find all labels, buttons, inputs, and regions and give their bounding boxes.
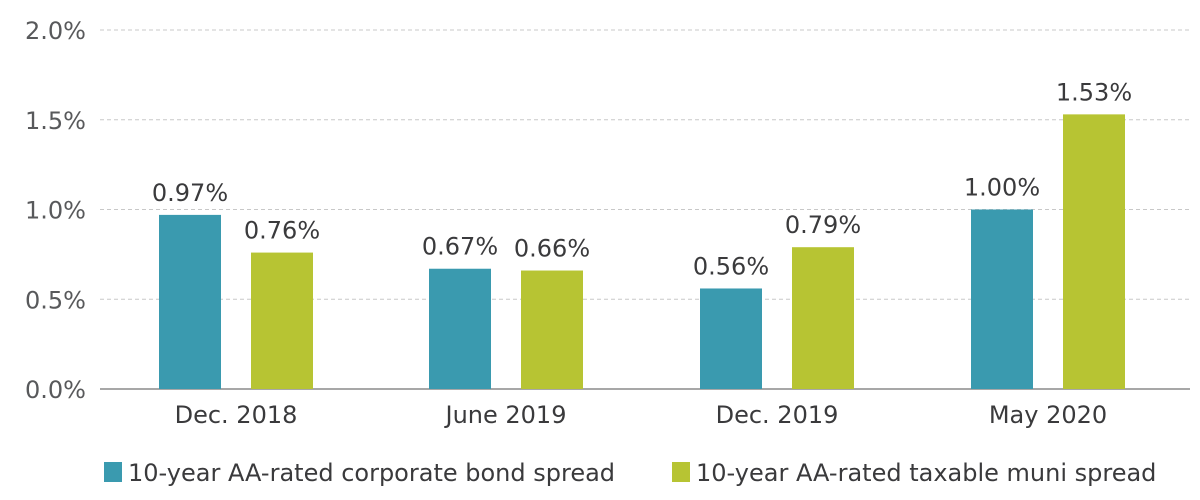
data-label: 0.97% — [152, 179, 228, 207]
bar-series2-3 — [792, 247, 854, 389]
bar-series1-4 — [971, 209, 1033, 389]
data-label: 1.53% — [1056, 78, 1132, 106]
data-label: 0.76% — [244, 217, 320, 245]
legend-label-2: 10-year AA-rated taxable muni spread — [696, 459, 1156, 487]
bar-series1-2 — [429, 268, 491, 389]
bar-series2-4 — [1063, 114, 1125, 390]
y-tick-label: 2.0% — [25, 17, 86, 45]
y-tick-label: 0.0% — [25, 376, 86, 404]
bar-series1-3 — [700, 288, 762, 389]
bar-series2-1 — [251, 252, 313, 389]
data-labels: 0.97% 0.67% 0.56% 1.00% 0.76% 0.66% 0.79% 1.53% — [152, 78, 1132, 280]
bar-series1-1 — [159, 214, 221, 389]
x-category-label: Dec. 2018 — [175, 401, 298, 429]
x-category-label: Dec. 2019 — [716, 401, 839, 429]
bar-series2-2 — [521, 270, 583, 389]
legend-swatch-2 — [672, 462, 690, 482]
bars — [159, 114, 1125, 390]
legend-swatch-1 — [104, 462, 122, 482]
y-tick-label: 1.0% — [25, 197, 86, 225]
data-label: 1.00% — [964, 174, 1040, 202]
y-tick-label: 1.5% — [25, 107, 86, 135]
data-label: 0.56% — [693, 252, 769, 280]
data-label: 0.79% — [785, 211, 861, 239]
legend-label-1: 10-year AA-rated corporate bond spread — [128, 459, 615, 487]
y-tick-label: 0.5% — [25, 286, 86, 314]
data-label: 0.66% — [514, 235, 590, 263]
data-label: 0.67% — [422, 233, 498, 261]
x-category-label: May 2020 — [989, 401, 1107, 429]
x-axis-categories: Dec. 2018 June 2019 Dec. 2019 May 2020 — [175, 401, 1108, 429]
x-category-label: June 2019 — [444, 401, 567, 429]
legend: 10-year AA-rated corporate bond spread 10… — [104, 459, 1156, 487]
y-axis-ticks: 0.0% 0.5% 1.0% 1.5% 2.0% — [25, 17, 86, 404]
